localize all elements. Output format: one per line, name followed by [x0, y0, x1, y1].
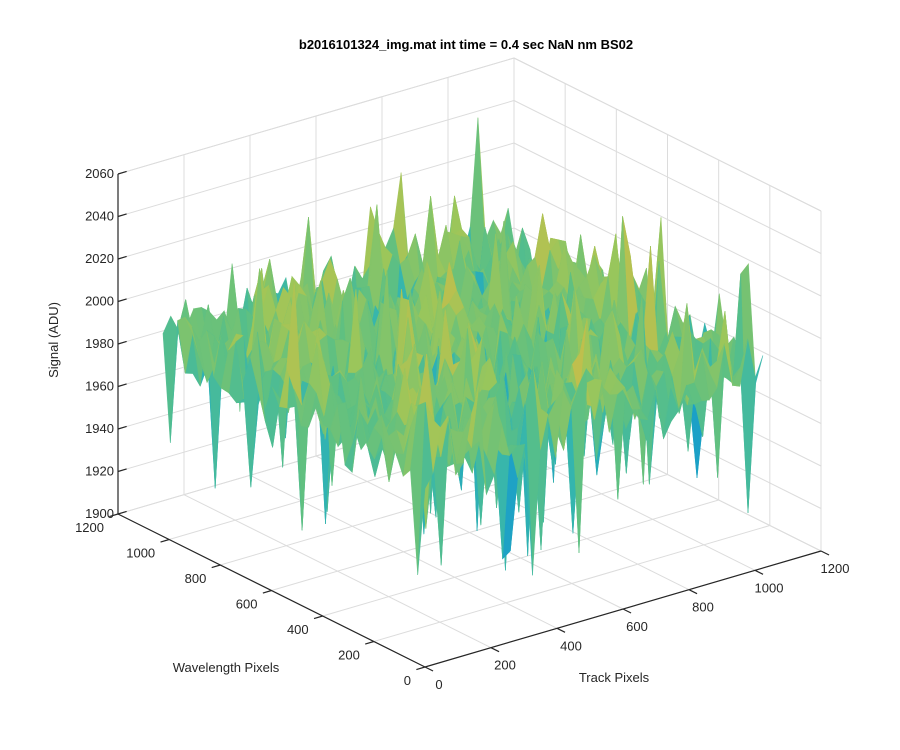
z-tick	[117, 510, 127, 515]
chart-title: b2016101324_img.mat int time = 0.4 sec N…	[299, 37, 633, 52]
x-axis-label: Track Pixels	[579, 670, 650, 685]
y-tick	[160, 538, 170, 543]
z-tick-label: 2000	[85, 294, 114, 309]
z-tick	[117, 213, 127, 218]
grid-line	[322, 499, 719, 617]
x-tick	[424, 666, 434, 672]
grid-line	[117, 142, 515, 260]
x-tick-label: 1200	[821, 561, 850, 576]
x-tick-label: 1000	[755, 580, 784, 595]
surface-patch	[417, 402, 434, 576]
x-tick	[622, 608, 632, 614]
x-tick-label: 800	[692, 600, 714, 615]
grid-line	[117, 185, 515, 302]
y-tick	[365, 640, 375, 645]
grid-line	[117, 100, 515, 217]
y-tick-label: 400	[287, 622, 309, 637]
z-tick	[117, 340, 127, 345]
box-edge	[513, 57, 822, 212]
grid-line	[373, 525, 770, 642]
x-tick-label: 200	[494, 658, 516, 673]
z-tick	[117, 298, 127, 303]
grid-line	[513, 100, 822, 254]
z-tick-label: 1920	[85, 464, 114, 479]
y-tick	[313, 615, 323, 620]
grid-line	[513, 142, 822, 297]
z-tick	[117, 255, 127, 260]
y-tick-label: 200	[338, 648, 360, 663]
z-tick-label: 2020	[85, 251, 114, 266]
z-tick-label: 1960	[85, 379, 114, 394]
x-tick	[820, 550, 830, 556]
z-tick	[117, 170, 127, 175]
z-tick	[117, 425, 127, 430]
z-tick-label: 1900	[85, 506, 114, 521]
x-tick	[754, 569, 764, 575]
y-tick	[262, 589, 272, 594]
z-tick-label: 2060	[85, 166, 114, 181]
grid-line	[271, 474, 668, 591]
x-tick	[556, 627, 566, 633]
y-tick-label: 800	[185, 571, 207, 586]
z-axis-label: Signal (ADU)	[46, 302, 61, 378]
x-tick-label: 600	[626, 619, 648, 634]
x-tick	[688, 589, 698, 595]
x-tick	[490, 647, 500, 653]
z-tick-label: 2040	[85, 209, 114, 224]
y-tick-label: 600	[236, 597, 258, 612]
grid-line	[513, 185, 822, 339]
x-tick-label: 400	[560, 638, 582, 653]
y-tick-label: 0	[404, 673, 411, 688]
z-tick-label: 1940	[85, 421, 114, 436]
surface-patch	[162, 315, 179, 443]
box-edge	[117, 57, 515, 175]
y-axis-label: Wavelength Pixels	[173, 660, 280, 675]
y-tick	[211, 564, 221, 569]
y-tick-label: 1200	[75, 520, 104, 535]
z-tick	[117, 383, 127, 388]
y-tick-label: 1000	[126, 546, 155, 561]
surface-layer	[162, 117, 764, 576]
z-tick-label: 1980	[85, 336, 114, 351]
x-tick-label: 0	[435, 677, 442, 692]
axes-layer: 0 200 400 600 800 1000 1200 0 200 400 600 800 1000 12…	[75, 166, 849, 692]
y-tick	[416, 666, 426, 671]
y-tick	[109, 513, 119, 518]
z-tick	[117, 468, 127, 473]
